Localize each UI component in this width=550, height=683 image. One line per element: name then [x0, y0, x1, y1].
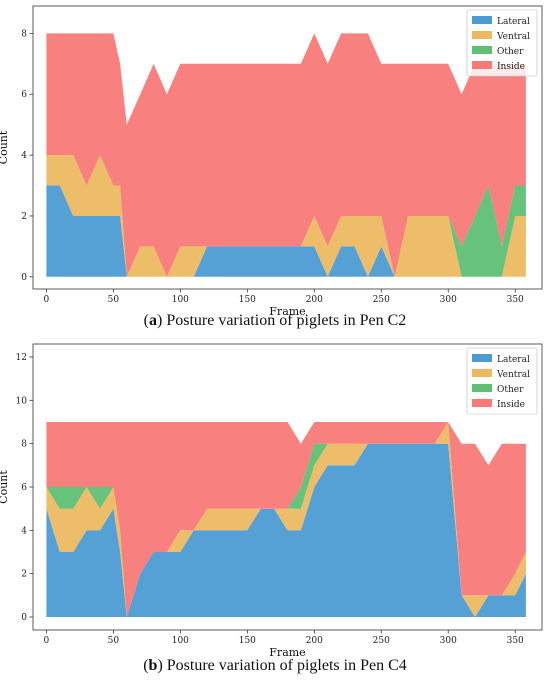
stacked-area-chart-b: 0 50 100 150 200 250 300 350 0 2 4 6 8 10 12 Frame Count…	[0, 343, 543, 659]
caption-a-text: Posture variation of piglets in Pen C2	[166, 312, 407, 329]
x-tick-label: 350	[507, 295, 524, 305]
legend-swatch-inside	[472, 399, 492, 407]
area-inside	[46, 422, 526, 617]
y-tick-label: 6	[21, 483, 27, 493]
x-tick-label: 50	[108, 295, 120, 305]
legend-label-lateral: Lateral	[497, 17, 530, 27]
x-tick-label: 300	[440, 295, 457, 305]
area-ventral	[46, 422, 526, 617]
legend-swatch-ventral	[472, 31, 492, 39]
legend-label-inside: Inside	[497, 400, 525, 410]
x-tick-label: 100	[172, 636, 189, 646]
y-tick-label: 2	[21, 212, 27, 222]
area-other	[46, 155, 526, 277]
legend-label-ventral: Ventral	[496, 370, 530, 380]
x-tick-label: 50	[108, 636, 120, 646]
caption-a: (a) Posture variation of piglets in Pen …	[143, 312, 407, 329]
legend-swatch-other	[472, 46, 492, 54]
area-lateral	[46, 443, 526, 617]
y-tick-label: 0	[21, 613, 27, 623]
y-tick-label: 8	[21, 29, 27, 39]
caption-a-letter: a	[149, 312, 157, 329]
y-tick-label: 8	[21, 440, 27, 450]
legend-swatch-lateral	[472, 16, 492, 24]
legend-swatch-lateral	[472, 354, 492, 362]
x-tick-label: 150	[239, 295, 256, 305]
plot-frame	[32, 5, 543, 290]
y-tick-label: 6	[21, 90, 27, 100]
y-tick-label: 12	[16, 353, 27, 363]
legend-swatch-other	[472, 384, 492, 392]
legend-swatch-ventral	[472, 369, 492, 377]
x-tick-label: 200	[306, 636, 323, 646]
y-tick-label: 10	[16, 396, 28, 406]
legend-box	[466, 9, 538, 77]
legend-swatch-inside	[472, 61, 492, 69]
x-tick-label: 150	[239, 636, 256, 646]
panel-a: 0 50 100 150 200 250 300 350 0 2 4 6 8 Frame Count Late…	[0, 0, 550, 340]
x-tick-label: 0	[44, 636, 50, 646]
caption-b: (b) Posture variation of piglets in Pen …	[143, 657, 407, 674]
stacked-area-chart-a: 0 50 100 150 200 250 300 350 0 2 4 6 8 Frame Count Late…	[0, 5, 543, 318]
caption-b-letter: b	[148, 657, 158, 674]
y-axis-label: Count	[0, 470, 10, 504]
area-inside	[46, 33, 526, 277]
legend-label-lateral: Lateral	[497, 355, 530, 365]
x-tick-label: 250	[373, 295, 390, 305]
legend-label-inside: Inside	[497, 62, 525, 72]
panel-b: 0 50 100 150 200 250 300 350 0 2 4 6 8 10 12 Frame Count…	[0, 340, 550, 683]
area-ventral	[46, 155, 526, 277]
x-tick-label: 300	[440, 636, 457, 646]
legend-box	[466, 347, 538, 415]
caption-b-text: Posture variation of piglets in Pen C4	[166, 657, 407, 674]
x-axis-label: Frame	[269, 305, 305, 318]
x-tick-label: 0	[44, 295, 50, 305]
x-tick-label: 200	[306, 295, 323, 305]
y-axis-label: Count	[0, 130, 10, 164]
x-axis-label: Frame	[269, 646, 305, 659]
y-tick-label: 0	[21, 273, 27, 283]
legend-label-ventral: Ventral	[496, 32, 530, 42]
y-tick-label: 2	[21, 570, 27, 580]
legend-label-other: Other	[497, 47, 524, 57]
y-tick-label: 4	[21, 526, 27, 536]
x-tick-label: 100	[172, 295, 189, 305]
area-lateral	[46, 185, 526, 277]
y-tick-label: 4	[21, 151, 27, 161]
x-tick-label: 350	[507, 636, 524, 646]
x-tick-label: 250	[373, 636, 390, 646]
legend-label-other: Other	[497, 385, 524, 395]
